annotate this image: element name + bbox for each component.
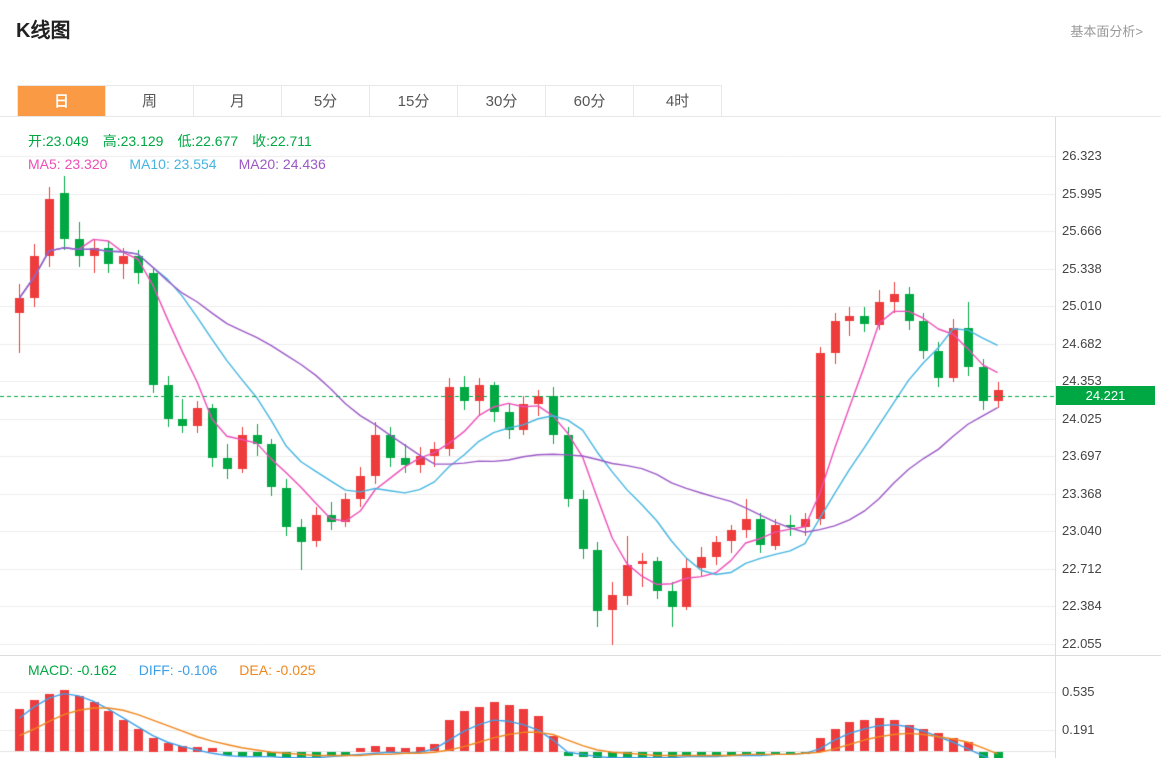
ohlc-legend: 开:23.049 高:23.129 低:22.677 收:22.711: [28, 131, 326, 151]
tab-15min[interactable]: 15分: [370, 86, 458, 117]
tab-60min[interactable]: 60分: [546, 86, 634, 117]
tabs-underline: [0, 116, 1161, 117]
kline-chart-canvas[interactable]: [0, 117, 1055, 655]
y-axis-label: 23.697: [1062, 448, 1102, 463]
macd-value: MACD: -0.162: [28, 662, 117, 678]
y-axis-label: 24.353: [1062, 373, 1102, 388]
tab-day[interactable]: 日: [18, 86, 106, 117]
tab-month[interactable]: 月: [194, 86, 282, 117]
ma-legend: MA5: 23.320 MA10: 23.554 MA20: 24.436: [28, 156, 348, 172]
y-axis-label: 22.055: [1062, 636, 1102, 651]
y-axis-label: 26.323: [1062, 148, 1102, 163]
dea-value: DEA: -0.025: [239, 662, 316, 678]
tab-30min[interactable]: 30分: [458, 86, 546, 117]
open-value: 开:23.049: [28, 133, 89, 149]
period-tabs: 日 周 月 5分 15分 30分 60分 4时: [17, 85, 722, 117]
macd-y-axis-label: 0.535: [1062, 684, 1095, 699]
y-axis-label: 23.040: [1062, 523, 1102, 538]
y-axis-label: 24.025: [1062, 411, 1102, 426]
y-axis-label: 25.666: [1062, 223, 1102, 238]
macd-chart-canvas[interactable]: [0, 656, 1055, 758]
y-axis-label: 22.712: [1062, 561, 1102, 576]
low-value: 低:22.677: [177, 133, 239, 149]
current-price-badge: 24.221: [1056, 386, 1155, 405]
close-value: 收:22.711: [252, 133, 312, 149]
pane-divider-line: [0, 655, 1161, 656]
y-axis-label: 25.995: [1062, 186, 1102, 201]
high-value: 高:23.129: [102, 133, 164, 149]
tab-week[interactable]: 周: [106, 86, 194, 117]
y-axis-label: 24.682: [1062, 336, 1102, 351]
page-title: K线图: [16, 20, 71, 42]
macd-y-axis-label: 0.191: [1062, 722, 1095, 737]
ma10-value: MA10: 23.554: [129, 156, 217, 172]
fundamental-analysis-link[interactable]: 基本面分析>: [1070, 24, 1143, 39]
tab-5min[interactable]: 5分: [282, 86, 370, 117]
y-axis-label: 25.010: [1062, 298, 1102, 313]
axis-divider-line: [1055, 117, 1056, 758]
y-axis-label: 25.338: [1062, 261, 1102, 276]
diff-value: DIFF: -0.106: [138, 662, 218, 678]
y-axis-label: 22.384: [1062, 598, 1102, 613]
ma20-value: MA20: 24.436: [238, 156, 326, 172]
ma5-value: MA5: 23.320: [28, 156, 108, 172]
y-axis-label: 23.368: [1062, 486, 1102, 501]
tab-4hour[interactable]: 4时: [634, 86, 722, 117]
macd-legend: MACD: -0.162 DIFF: -0.106 DEA: -0.025: [28, 662, 338, 678]
